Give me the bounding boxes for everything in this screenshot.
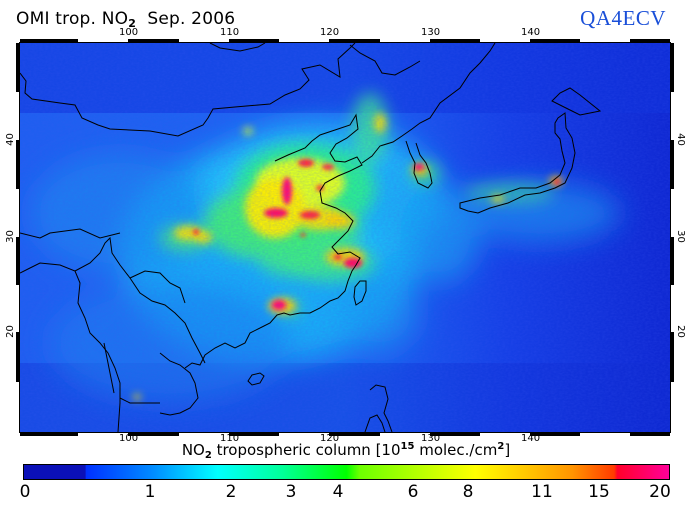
right-lat-tick-label: 40 [675, 133, 686, 146]
left-lat-tick-label: 40 [5, 133, 16, 146]
colorbar-label: 0 [20, 482, 31, 502]
left-lat-tick-label: 20 [5, 325, 16, 338]
top-lon-tick-label: 100 [119, 27, 138, 38]
axis-scale-segment [20, 432, 78, 436]
colorbar-label: 3 [286, 482, 297, 502]
axis-scale-segment [670, 382, 674, 432]
colorbar-label: 11 [531, 482, 553, 502]
colorbar-label: 15 [588, 482, 610, 502]
no2-map[interactable] [20, 43, 670, 432]
axis-scale-segment [670, 285, 674, 332]
colorbar-title-prefix: NO [182, 441, 205, 459]
colorbar [23, 464, 670, 480]
colorbar-label: 8 [463, 482, 474, 502]
right-lat-tick-label: 20 [675, 325, 686, 338]
top-lon-tick-label: 140 [521, 27, 540, 38]
colorbar-label: 2 [226, 482, 237, 502]
right-lat-tick-label: 30 [675, 230, 686, 243]
axis-scale-segment [670, 189, 674, 237]
colorbar-title-unit: molec./cm [414, 441, 497, 459]
axis-scale-segment [670, 43, 674, 92]
axis-scale-segment [580, 432, 630, 436]
top-lon-tick-label: 130 [421, 27, 440, 38]
axis-scale-segment [670, 140, 674, 189]
axis-scale-segment [670, 92, 674, 140]
brand-logo: QA4ECV [580, 6, 666, 31]
axis-scale-segment [670, 332, 674, 382]
colorbar-title-suffix: ] [504, 441, 510, 459]
colorbar-label: 6 [408, 482, 419, 502]
title-prefix: OMI trop. NO [16, 9, 128, 29]
colorbar-title: NO2 tropospheric column [1015 molec./cm2… [0, 441, 692, 461]
colorbar-title-middle: tropospheric column [10 [212, 441, 401, 459]
left-lat-tick-label: 30 [5, 230, 16, 243]
top-lon-tick-label: 110 [220, 27, 239, 38]
axis-scale-segment [630, 432, 670, 436]
top-lon-tick-label: 120 [320, 27, 339, 38]
colorbar-title-sub: 2 [205, 450, 212, 461]
title-date: Sep. 2006 [147, 9, 235, 29]
colorbar-label: 4 [333, 482, 344, 502]
colorbar-label: 1 [145, 482, 156, 502]
colorbar-title-exp: 15 [401, 441, 415, 452]
colorbar-label: 20 [649, 482, 671, 502]
axis-scale-segment [670, 237, 674, 285]
map-canvas [20, 43, 670, 432]
